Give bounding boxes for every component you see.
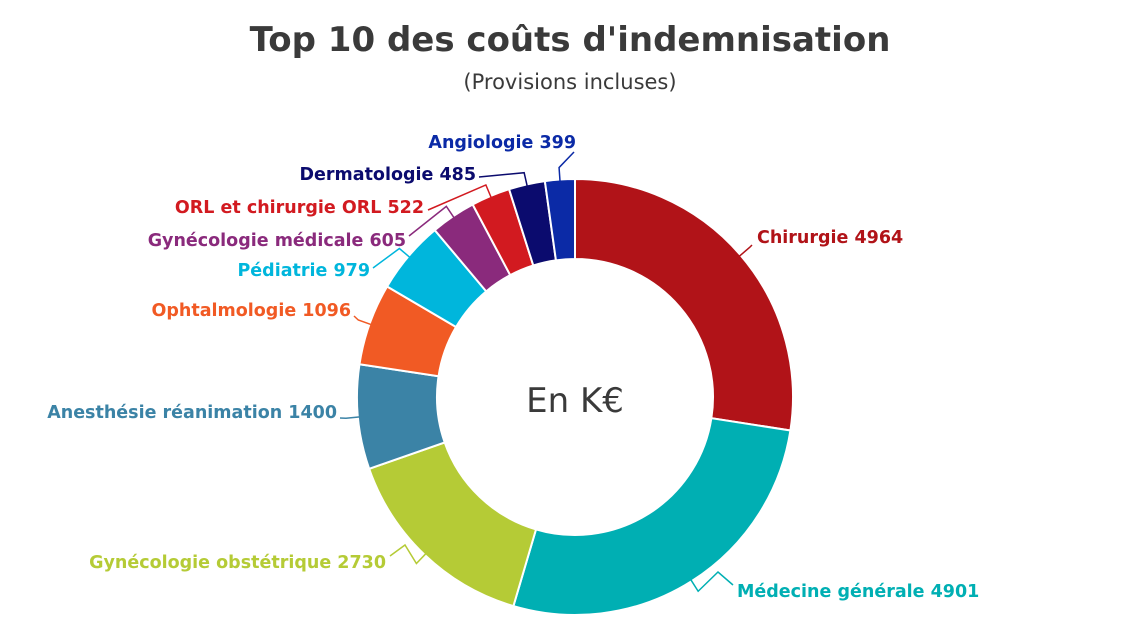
data-label-0: Chirurgie 4964 — [757, 228, 903, 248]
center-label: En K€ — [526, 381, 624, 421]
leader-line-1 — [690, 570, 734, 593]
data-label-1: Médecine générale 4901 — [737, 582, 979, 602]
leader-line-6 — [408, 205, 455, 237]
leader-line-8 — [478, 171, 528, 187]
chart-title: Top 10 des coûts d'indemnisation — [249, 20, 891, 60]
data-label-7: ORL et chirurgie ORL 522 — [175, 198, 424, 218]
slice-9 — [543, 177, 576, 262]
slice-0 — [574, 177, 794, 432]
data-label-9: Angiologie 399 — [428, 133, 576, 153]
slice-2 — [367, 441, 538, 608]
data-label-3: Anesthésie réanimation 1400 — [47, 403, 337, 423]
leader-line-5 — [372, 247, 411, 269]
leader-line-0 — [738, 244, 753, 258]
slice-1 — [512, 417, 792, 616]
data-label-6: Gynécologie médicale 605 — [148, 231, 406, 251]
data-label-4: Ophtalmologie 1096 — [151, 301, 351, 321]
chart-subtitle: (Provisions incluses) — [463, 70, 677, 94]
data-label-8: Dermatologie 485 — [300, 165, 477, 185]
data-label-5: Pédiatrie 979 — [237, 261, 370, 281]
leader-line-4 — [353, 315, 372, 326]
leader-line-3 — [339, 416, 360, 419]
leader-line-2 — [389, 543, 427, 565]
leader-line-9 — [558, 151, 575, 182]
leader-line-7 — [427, 183, 492, 211]
data-label-2: Gynécologie obstétrique 2730 — [89, 553, 386, 573]
